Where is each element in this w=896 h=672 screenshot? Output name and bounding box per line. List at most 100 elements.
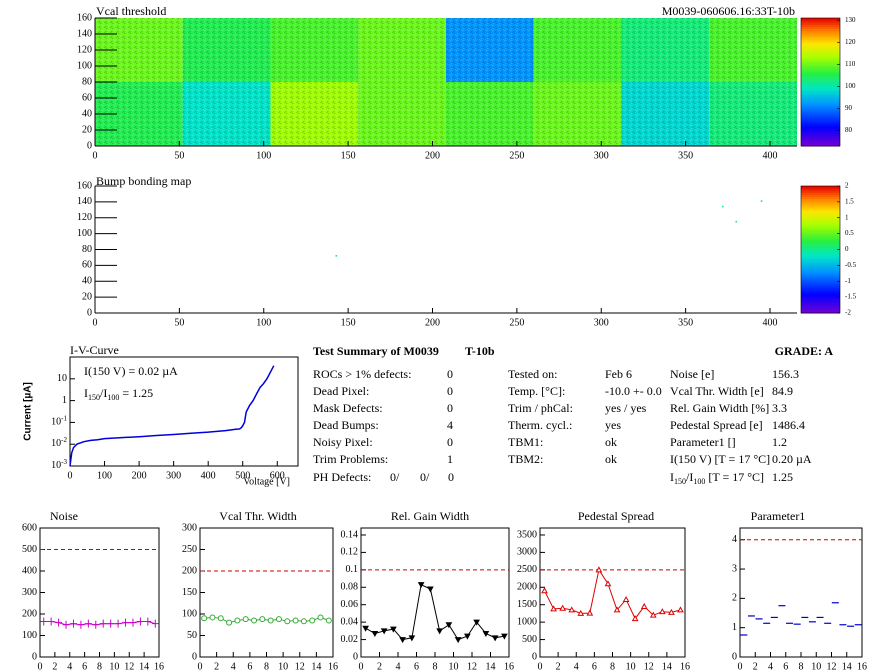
colorbar-step bbox=[801, 45, 840, 49]
y-tick-label: 500 bbox=[22, 544, 37, 555]
x-tick-label: 100 bbox=[256, 317, 271, 328]
colorbar-step bbox=[801, 50, 840, 53]
marker bbox=[122, 618, 130, 627]
marker bbox=[217, 615, 224, 622]
marker bbox=[201, 615, 208, 622]
marker bbox=[292, 617, 299, 624]
x-tick-label: 150 bbox=[341, 150, 356, 161]
colorbar-step bbox=[801, 69, 840, 72]
marker bbox=[454, 637, 462, 644]
colorbar-label: -1 bbox=[845, 277, 851, 285]
bump-pixel bbox=[760, 200, 763, 202]
condition-label: Temp. [°C]: bbox=[508, 384, 565, 398]
marker bbox=[84, 619, 92, 628]
colorbar-step bbox=[801, 289, 840, 293]
y-axis-label: Current [µA] bbox=[23, 382, 34, 441]
y-tick-label: 250 bbox=[182, 544, 197, 555]
text-segment: Noise [e] bbox=[670, 367, 714, 381]
x-tick-label: 100 bbox=[256, 150, 271, 161]
colorbar-step bbox=[801, 300, 840, 303]
x-tick-label: 12 bbox=[124, 661, 134, 672]
module-label: M0039-060606.16:33T-10b bbox=[662, 4, 795, 18]
x-tick-label: 14 bbox=[842, 661, 852, 672]
y-tick-label: 120 bbox=[77, 212, 92, 223]
colorbar-step bbox=[801, 107, 840, 111]
y-tick-label: 50 bbox=[187, 630, 197, 641]
x-tick-label: 0 bbox=[538, 661, 543, 672]
text-segment: [T = 17 °C] bbox=[705, 470, 764, 484]
colorbar-step bbox=[801, 232, 840, 236]
condition-value: ok bbox=[605, 435, 617, 449]
colorbar-step bbox=[801, 133, 840, 136]
x-tick-label: 10 bbox=[109, 661, 119, 672]
x-tick-label: 6 bbox=[247, 661, 252, 672]
bump-pixel bbox=[335, 255, 338, 257]
colorbar-step bbox=[801, 139, 840, 143]
x-tick-label: 350 bbox=[678, 150, 693, 161]
series-line bbox=[365, 583, 505, 641]
ph-value: 0/ bbox=[390, 470, 400, 484]
marker bbox=[604, 580, 612, 587]
marker bbox=[62, 620, 70, 629]
marker bbox=[114, 619, 122, 628]
text-segment: 150 bbox=[674, 477, 686, 486]
marker bbox=[541, 587, 548, 594]
colorbar-step bbox=[801, 82, 840, 85]
marker bbox=[47, 617, 55, 626]
defect-value: 1 bbox=[447, 452, 453, 466]
marker bbox=[464, 633, 471, 640]
colorbar-step bbox=[801, 101, 840, 104]
colorbar-step bbox=[801, 47, 840, 51]
condition-label: Tested on: bbox=[508, 367, 557, 381]
y-tick-label: 0.04 bbox=[341, 616, 359, 627]
x-tick-label: 8 bbox=[610, 661, 615, 672]
y-tick-label: 100 bbox=[182, 608, 197, 619]
text-segment: Rel. Gain Width [%] bbox=[670, 401, 769, 415]
x-tick-label: 500 bbox=[235, 470, 250, 481]
y-tick-label: 4 bbox=[732, 534, 737, 545]
result-label: Parameter1 [] bbox=[670, 435, 736, 449]
defect-label: Noisy Pixel: bbox=[313, 435, 373, 449]
x-tick-label: 150 bbox=[341, 317, 356, 328]
defect-value: 0 bbox=[447, 435, 453, 449]
colorbar-step bbox=[801, 135, 840, 138]
y-tick-label: 1500 bbox=[517, 599, 537, 610]
text-segment: 100 bbox=[107, 393, 119, 402]
colorbar-label: -0.5 bbox=[845, 261, 857, 269]
y-tick-label: 2500 bbox=[517, 564, 537, 575]
x-tick-label: 10 bbox=[449, 661, 459, 672]
result-label: Noise [e] bbox=[670, 367, 714, 381]
colorbar-step bbox=[801, 92, 840, 96]
y-tick-label: 0.1 bbox=[346, 564, 359, 575]
plot-frame bbox=[739, 527, 863, 658]
marker bbox=[577, 609, 585, 616]
plot-title: Vcal Thr. Width bbox=[219, 509, 296, 523]
y-tick-label: 3 bbox=[732, 563, 737, 574]
marker bbox=[40, 617, 48, 626]
colorbar-step bbox=[801, 37, 840, 40]
x-tick-label: 8 bbox=[799, 661, 804, 672]
x-tick-label: 2 bbox=[52, 661, 57, 672]
x-tick-label: 14 bbox=[139, 661, 149, 672]
x-tick-label: 4 bbox=[67, 661, 72, 672]
x-tick-label: 2 bbox=[377, 661, 382, 672]
y-tick-label: 3500 bbox=[517, 529, 537, 540]
text-segment: Parameter1 [] bbox=[670, 435, 736, 449]
x-tick-label: 12 bbox=[467, 661, 477, 672]
y-tick-label: 0 bbox=[87, 307, 92, 318]
colorbar-step bbox=[801, 60, 840, 64]
x-axis-label: Voltage [V] bbox=[243, 476, 290, 487]
colorbar-label: -2 bbox=[845, 309, 851, 317]
ph-value: 0/ bbox=[420, 470, 430, 484]
x-tick-label: 16 bbox=[857, 661, 867, 672]
bump-pixel bbox=[721, 205, 724, 208]
colorbar-step bbox=[801, 247, 840, 250]
y-tick-label: 0 bbox=[192, 651, 197, 662]
colorbar-label: 80 bbox=[845, 126, 853, 134]
condition-label: TBM2: bbox=[508, 452, 543, 466]
y-tick-label: 0.06 bbox=[341, 599, 359, 610]
colorbar-step bbox=[801, 238, 840, 242]
colorbar-step bbox=[801, 131, 840, 134]
y-tick-label: 0.02 bbox=[341, 634, 359, 645]
condition-value: ok bbox=[605, 452, 617, 466]
